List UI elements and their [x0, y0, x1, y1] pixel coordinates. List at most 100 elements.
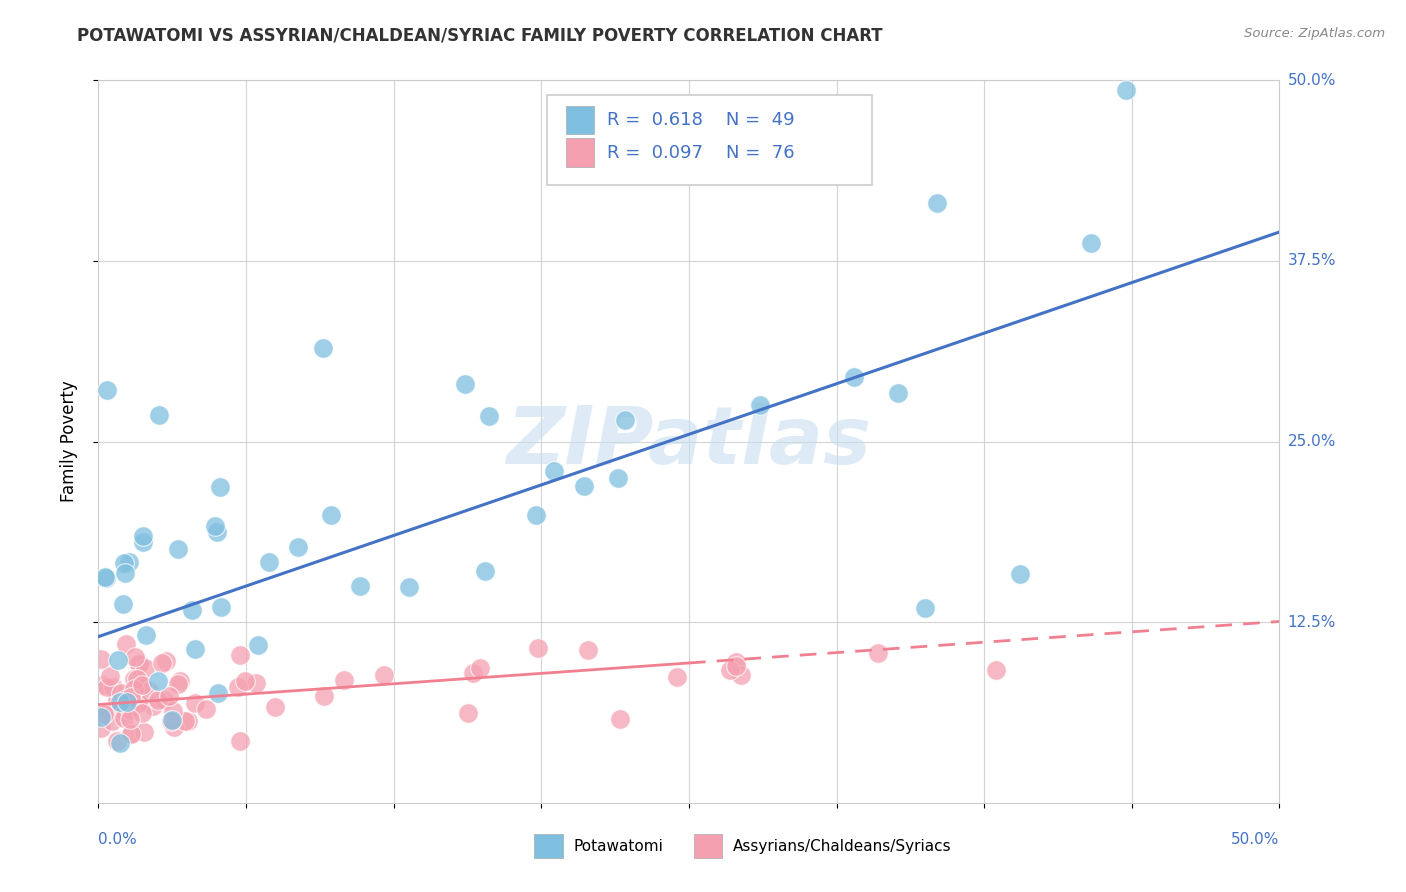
- Point: [1008, 567, 1031, 582]
- Point: [609, 712, 631, 726]
- Point: [150, 656, 173, 670]
- Text: R =  0.097    N =  76: R = 0.097 N = 76: [607, 144, 794, 161]
- Point: [163, 719, 186, 733]
- Point: [132, 529, 155, 543]
- Point: [132, 534, 155, 549]
- Point: [131, 678, 153, 692]
- Point: [572, 479, 595, 493]
- Point: [1115, 83, 1137, 97]
- Point: [925, 196, 948, 211]
- Point: [91, 678, 114, 692]
- Point: [98, 669, 121, 683]
- Point: [226, 680, 249, 694]
- FancyBboxPatch shape: [547, 95, 872, 185]
- Point: [128, 657, 150, 672]
- Point: [478, 409, 501, 424]
- Point: [132, 725, 155, 739]
- Point: [128, 656, 150, 670]
- Point: [114, 705, 136, 719]
- Point: [125, 672, 148, 686]
- Point: [474, 564, 496, 578]
- FancyBboxPatch shape: [534, 834, 562, 858]
- Point: [160, 714, 183, 729]
- Point: [319, 508, 342, 522]
- Point: [122, 682, 145, 697]
- Point: [114, 566, 136, 580]
- Point: [157, 689, 180, 703]
- Text: Potawatomi: Potawatomi: [574, 838, 664, 854]
- Point: [131, 706, 153, 720]
- Text: R =  0.618    N =  49: R = 0.618 N = 49: [607, 111, 794, 129]
- Point: [866, 646, 889, 660]
- Point: [101, 680, 124, 694]
- Point: [118, 703, 141, 717]
- Point: [107, 701, 129, 715]
- Text: 37.5%: 37.5%: [1288, 253, 1336, 268]
- Point: [245, 675, 267, 690]
- Point: [312, 341, 335, 355]
- Point: [166, 542, 188, 557]
- Point: [107, 652, 129, 666]
- Point: [398, 580, 420, 594]
- Point: [205, 525, 228, 540]
- Point: [259, 555, 281, 569]
- Point: [914, 600, 936, 615]
- Point: [124, 650, 146, 665]
- Point: [730, 668, 752, 682]
- Point: [110, 736, 132, 750]
- Y-axis label: Family Poverty: Family Poverty: [59, 381, 77, 502]
- Point: [138, 683, 160, 698]
- Text: 50.0%: 50.0%: [1288, 73, 1336, 87]
- Point: [1080, 235, 1102, 250]
- Point: [453, 376, 475, 391]
- Point: [142, 698, 165, 713]
- Point: [122, 672, 145, 686]
- Point: [724, 655, 747, 669]
- Point: [111, 597, 134, 611]
- Point: [543, 464, 565, 478]
- Point: [718, 663, 741, 677]
- Point: [96, 680, 118, 694]
- Point: [287, 540, 309, 554]
- Point: [312, 690, 335, 704]
- Point: [613, 413, 636, 427]
- Point: [146, 693, 169, 707]
- Point: [91, 707, 114, 722]
- Text: ZIPatlas: ZIPatlas: [506, 402, 872, 481]
- Point: [105, 693, 128, 707]
- Point: [117, 695, 139, 709]
- Point: [114, 691, 136, 706]
- Point: [984, 663, 1007, 677]
- Point: [607, 470, 630, 484]
- Point: [207, 686, 229, 700]
- Point: [90, 722, 112, 736]
- Point: [169, 674, 191, 689]
- Point: [93, 707, 115, 722]
- Point: [162, 704, 184, 718]
- Point: [112, 710, 135, 724]
- Point: [173, 714, 195, 728]
- Point: [96, 571, 118, 585]
- Point: [135, 628, 157, 642]
- Point: [110, 686, 132, 700]
- Point: [247, 639, 270, 653]
- FancyBboxPatch shape: [693, 834, 723, 858]
- Point: [349, 579, 371, 593]
- Point: [194, 702, 217, 716]
- Point: [181, 603, 204, 617]
- Point: [90, 710, 112, 724]
- Point: [131, 680, 153, 694]
- Point: [146, 674, 169, 689]
- Text: Source: ZipAtlas.com: Source: ZipAtlas.com: [1244, 27, 1385, 40]
- Point: [470, 661, 492, 675]
- Point: [229, 648, 252, 662]
- Point: [110, 695, 132, 709]
- Text: 50.0%: 50.0%: [1232, 831, 1279, 847]
- Point: [114, 556, 136, 570]
- Text: 12.5%: 12.5%: [1288, 615, 1336, 630]
- Point: [115, 637, 138, 651]
- Text: 25.0%: 25.0%: [1288, 434, 1336, 449]
- Point: [115, 687, 138, 701]
- Point: [134, 660, 156, 674]
- Point: [90, 652, 112, 666]
